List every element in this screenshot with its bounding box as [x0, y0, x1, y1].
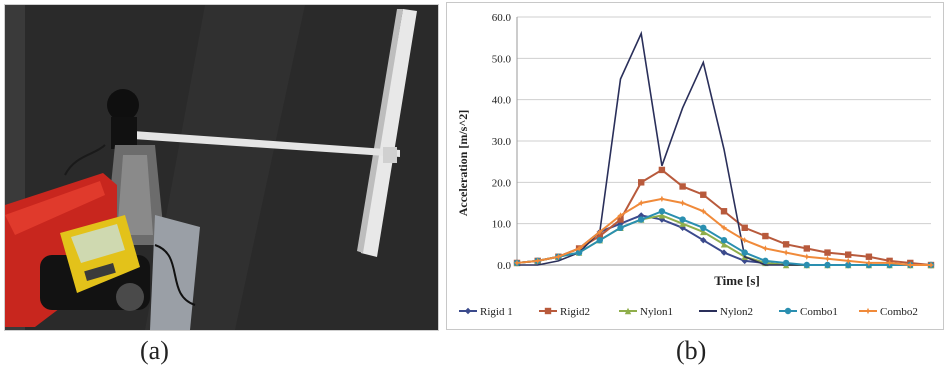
data-point: [824, 249, 831, 256]
data-point: [700, 228, 707, 236]
data-point: [907, 261, 914, 269]
y-tick-label: 30.0: [492, 136, 512, 148]
data-point: [782, 249, 790, 256]
data-point: [575, 245, 583, 252]
data-point: [741, 249, 748, 256]
data-point: [720, 208, 728, 215]
data-point: [720, 237, 728, 244]
data-point: [658, 195, 666, 203]
data-point: [534, 257, 541, 265]
legend-marker: [624, 307, 632, 315]
legend-label: Combo1: [800, 306, 838, 318]
legend: Rigid 1 Rigid2 Nylon1 Nylon2 Combo1 Combo2: [459, 306, 918, 318]
data-point: [617, 212, 624, 219]
data-point: [845, 257, 852, 265]
data-point: [720, 249, 728, 256]
legend-marker: [544, 307, 552, 315]
data-point: [782, 259, 790, 267]
caption-b: (b): [676, 336, 707, 365]
y-tick-label: 20.0: [492, 177, 512, 189]
legend-label: Combo2: [880, 306, 918, 318]
data-point: [803, 261, 810, 269]
y-axis-label: Acceleration [m/s^2]: [456, 110, 470, 217]
data-point: [596, 232, 603, 240]
data-point: [865, 259, 873, 267]
experiment-setup-photo: [4, 4, 439, 331]
x-axis-label: Time [s]: [714, 273, 760, 288]
data-point: [865, 253, 873, 260]
legend-marker: [784, 307, 792, 315]
data-point: [596, 228, 603, 236]
data-point: [803, 245, 810, 252]
data-point: [845, 261, 852, 269]
acceleration-chart: 0.0 10.0 20.0 30.0 40.0 50.0 60.0 Acceleration…: [446, 2, 944, 330]
data-point: [513, 259, 521, 267]
y-tick-label: 60.0: [492, 12, 512, 24]
data-point: [638, 199, 645, 207]
data-point: [720, 224, 728, 231]
data-point: [617, 224, 624, 231]
data-point: [658, 166, 666, 174]
data-point: [596, 237, 603, 244]
data-point: [679, 220, 686, 227]
data-point: [741, 224, 748, 231]
data-point: [845, 251, 852, 258]
data-point: [700, 224, 707, 231]
data-point: [741, 237, 748, 244]
data-point: [617, 216, 624, 223]
legend-marker: [864, 307, 872, 315]
data-point: [700, 208, 707, 215]
legend-label: Nylon2: [720, 306, 753, 318]
data-point: [555, 253, 562, 260]
data-point: [762, 232, 769, 240]
data-point: [824, 255, 831, 262]
data-point: [782, 241, 790, 248]
data-point: [679, 199, 686, 207]
data-point: [638, 179, 645, 186]
data-point: [638, 216, 645, 223]
experiment-setup-photo-icon: [5, 5, 438, 330]
data-point: [575, 249, 583, 256]
data-point: [824, 261, 831, 269]
y-tick-label: 40.0: [492, 95, 512, 107]
y-tick-label: 0.0: [497, 260, 511, 272]
legend-label: Rigid 1: [480, 306, 513, 318]
chart-svg: 0.0 10.0 20.0 30.0 40.0 50.0 60.0 Acceleration…: [456, 12, 935, 318]
data-point: [658, 208, 666, 215]
data-point: [886, 259, 893, 267]
data-point: [927, 261, 935, 269]
y-tick-label: 50.0: [492, 53, 512, 65]
data-point: [700, 191, 707, 198]
legend-label: Rigid2: [560, 306, 590, 318]
caption-a: (a): [140, 336, 169, 365]
data-point: [658, 212, 666, 219]
data-point: [679, 183, 686, 190]
data-point: [762, 257, 769, 265]
data-point: [679, 216, 686, 223]
data-point: [803, 253, 810, 260]
data-point: [720, 241, 728, 248]
data-point: [762, 245, 769, 252]
legend-marker: [464, 307, 472, 315]
y-tick-label: 10.0: [492, 219, 512, 231]
legend-label: Nylon1: [640, 306, 673, 318]
